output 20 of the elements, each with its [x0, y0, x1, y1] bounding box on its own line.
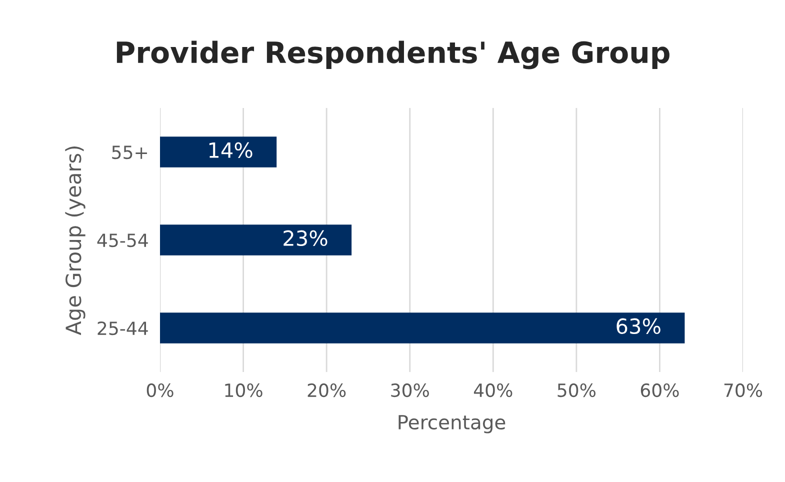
x-tick-label: 70% [724, 383, 762, 398]
bar [160, 312, 685, 344]
x-tick-label: 30% [391, 383, 429, 398]
x-tick-label: 50% [558, 383, 596, 398]
bar [160, 136, 277, 168]
bar [160, 224, 352, 256]
data-label: 14% [209, 142, 252, 158]
chart-title: Provider Respondents' Age Group [116, 40, 670, 70]
y-tick-label: 55+ [112, 146, 147, 160]
data-label: 63% [616, 318, 660, 334]
data-label: 23% [284, 230, 328, 246]
x-tick-label: 10% [225, 383, 262, 398]
y-tick-label: 25-44 [98, 321, 148, 336]
y-tick-label: 45-54 [97, 234, 148, 248]
x-axis-title: Percentage [398, 415, 506, 434]
y-axis-title: Age Group (years) [65, 146, 86, 336]
x-tick-label: 40% [474, 383, 512, 398]
x-tick-label: 60% [640, 383, 679, 398]
x-tick-label: 0% [146, 383, 174, 398]
x-tick-label: 20% [308, 383, 346, 398]
